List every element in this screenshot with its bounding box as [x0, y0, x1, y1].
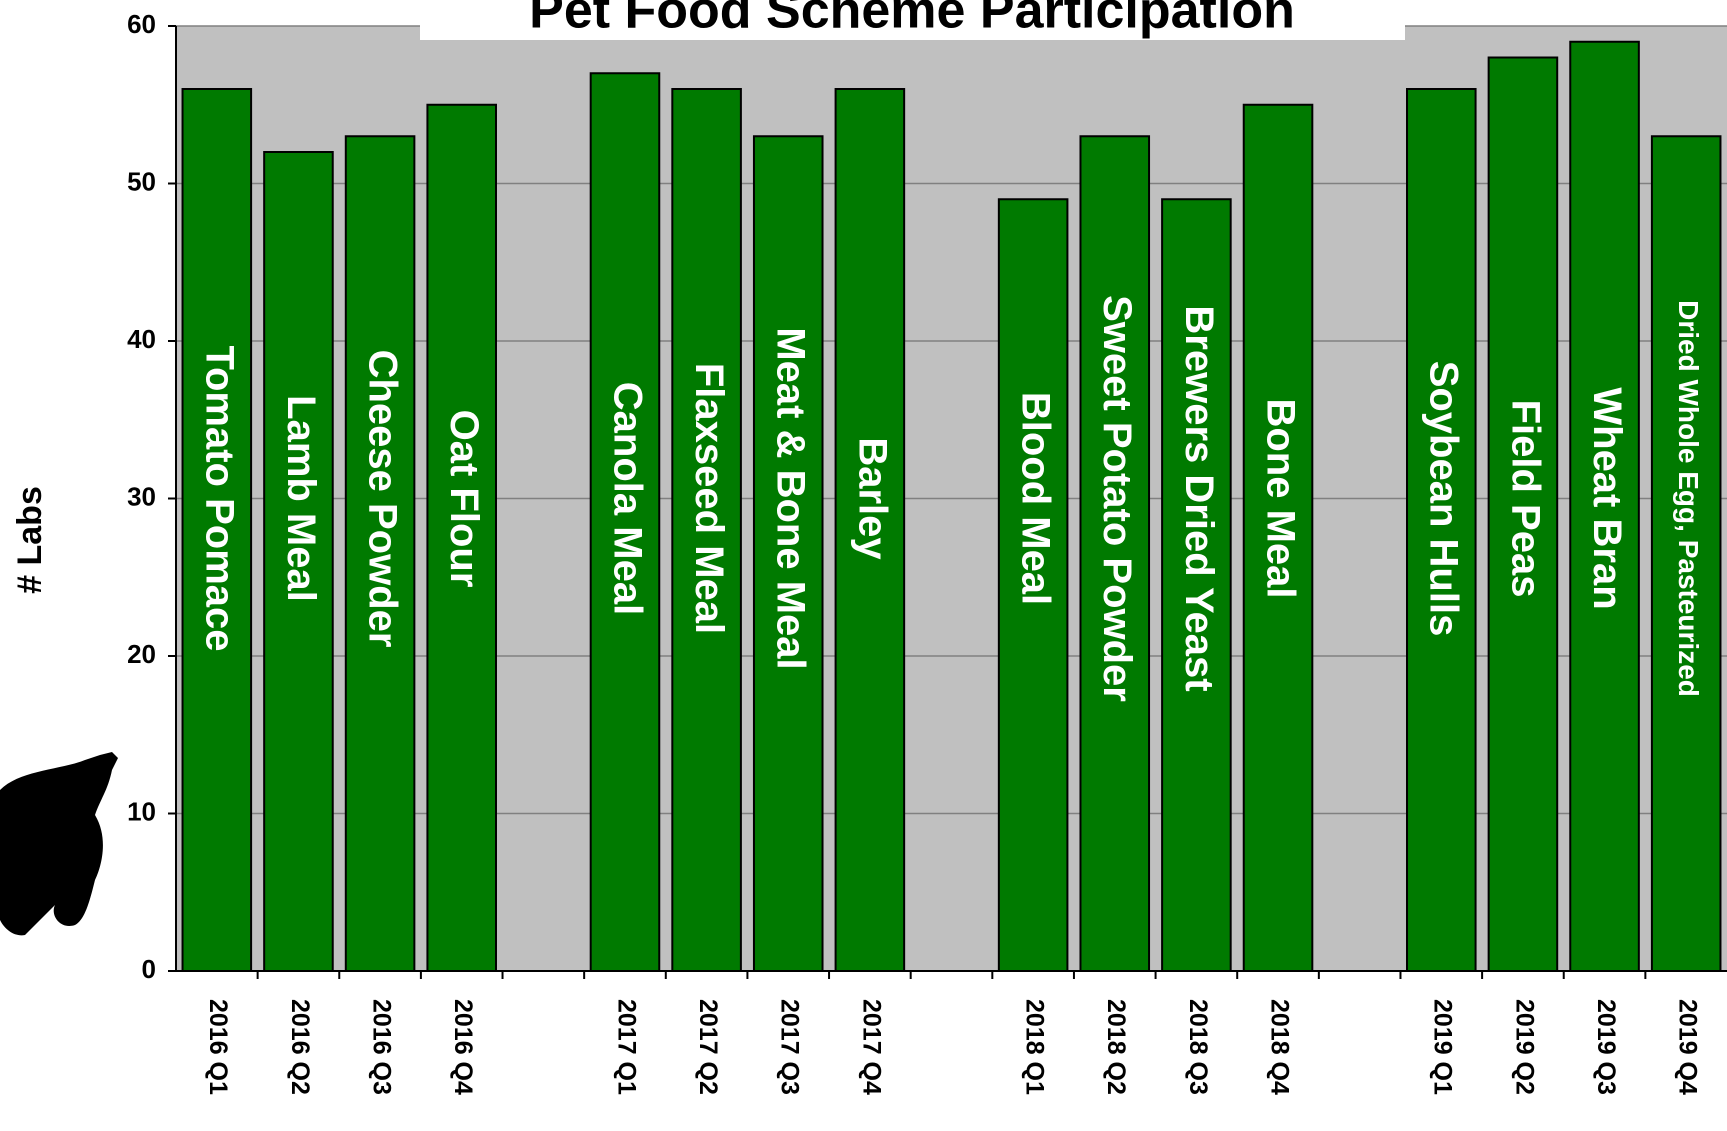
bar [997, 198, 1069, 972]
x-tick-label: 2019 Q4 [1674, 999, 1702, 1095]
bar-label: Blood Meal [1014, 392, 1058, 605]
y-tick-label: 10 [127, 796, 156, 826]
x-tick-label: 2018 Q2 [1102, 999, 1130, 1095]
x-tick-label: 2019 Q2 [1510, 999, 1538, 1095]
bar [1406, 88, 1477, 972]
bar [426, 103, 497, 972]
x-tick-label: 2016 Q4 [449, 999, 477, 1095]
bar-label: Canola Meal [605, 382, 649, 615]
bar-label: Dried Whole Egg, Pasteurized [1673, 300, 1704, 697]
y-axis-label: # Labs [11, 486, 49, 594]
bar [752, 135, 824, 972]
bar [834, 88, 906, 972]
x-tick-label: 2017 Q2 [694, 999, 722, 1095]
x-tick-label: 2019 Q3 [1592, 999, 1620, 1095]
bar-label: Flaxseed Meal [687, 363, 731, 634]
bar-label: Oat Flour [442, 410, 486, 588]
y-tick-label: 30 [127, 481, 156, 511]
bar-label: Sweet Potato Powder [1095, 295, 1139, 702]
chart-title: Pet Food Scheme Participation [529, 0, 1295, 40]
bar [1569, 40, 1640, 972]
bar-label: Lamb Meal [279, 395, 323, 602]
bar-label: Cheese Powder [361, 350, 405, 648]
x-tick-label: 2017 Q3 [776, 999, 804, 1095]
x-tick-label: 2017 Q4 [857, 999, 885, 1095]
x-tick-label: 2019 Q1 [1429, 999, 1457, 1095]
bar-label: Meat & Bone Meal [769, 327, 813, 669]
bar [1079, 135, 1151, 972]
bar-label: Barley [850, 437, 894, 560]
x-tick-label: 2016 Q2 [286, 999, 314, 1095]
bar-label: Soybean Hulls [1422, 361, 1466, 637]
cat-silhouette [0, 752, 118, 936]
x-tick-label: 2018 Q3 [1184, 999, 1212, 1095]
y-tick-label: 40 [127, 324, 156, 354]
bar-label: Field Peas [1503, 400, 1547, 598]
bar [1650, 135, 1722, 972]
bar-label: Tomato Pomace [197, 346, 241, 652]
bar-label: Brewers Dried Yeast [1177, 305, 1221, 691]
bar-label: Wheat Bran [1585, 387, 1629, 609]
y-tick-label: 0 [142, 954, 156, 984]
y-tick-label: 60 [127, 9, 156, 39]
bar [181, 88, 253, 972]
x-tick-label: 2018 Q1 [1021, 999, 1049, 1095]
x-tick-label: 2016 Q3 [367, 999, 395, 1095]
bar [671, 88, 742, 972]
x-tick-label: 2018 Q4 [1265, 999, 1293, 1095]
bar [589, 72, 661, 972]
x-tick-label: 2017 Q1 [612, 999, 640, 1095]
title-box [420, 0, 1405, 40]
y-tick-label: 20 [127, 639, 156, 669]
bars: Tomato Pomace Lamb Meal Cheese Powder Oat F… [181, 40, 1722, 972]
bar-label: Bone Meal [1258, 398, 1302, 598]
y-tick-label: 50 [127, 166, 156, 196]
x-tick-label: 2016 Q1 [204, 999, 232, 1095]
